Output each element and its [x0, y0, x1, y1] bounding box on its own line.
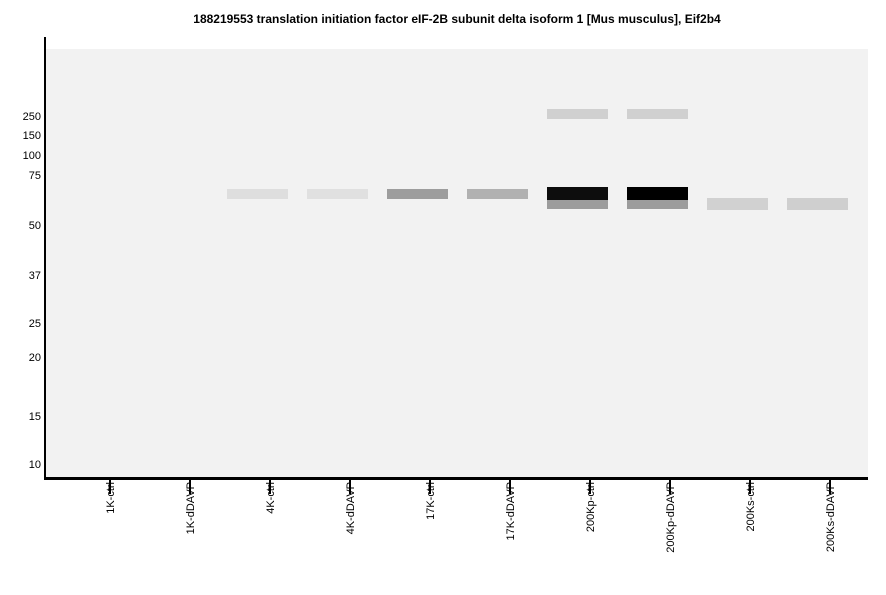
lane-tick-mark	[429, 480, 431, 494]
y-axis-line	[44, 37, 46, 480]
y-axis-tick-label: 100	[22, 150, 41, 162]
lane-label: 4K-dDAVP	[345, 482, 357, 535]
lane-tick-mark	[189, 480, 191, 494]
gel-band	[307, 189, 368, 199]
gel-band	[627, 200, 688, 209]
y-axis-tick-label: 75	[28, 170, 41, 182]
lane-label: 4K-ctrl	[265, 482, 277, 514]
gel-plot-area	[46, 49, 868, 477]
gel-band	[627, 109, 688, 119]
y-axis-tick-label: 25	[28, 318, 41, 330]
y-axis-tick-label: 50	[28, 220, 41, 232]
gel-band	[787, 198, 848, 210]
lane-label: 17K-dDAVP	[505, 482, 517, 541]
gel-band	[387, 189, 448, 199]
chart-title: 188219553 translation initiation factor …	[193, 12, 721, 26]
lane-tick-mark	[829, 480, 831, 494]
lane-tick-mark	[589, 480, 591, 494]
gel-band	[707, 198, 768, 210]
lane-label: 1K-dDAVP	[185, 482, 197, 535]
y-axis-tick-label: 37	[28, 270, 41, 282]
lane-tick-mark	[349, 480, 351, 494]
x-axis-line	[44, 477, 868, 480]
y-axis-tick-label: 250	[22, 111, 41, 123]
lane-tick-mark	[509, 480, 511, 494]
y-axis-tick-label: 150	[22, 130, 41, 142]
gel-band	[627, 187, 688, 200]
gel-band	[547, 200, 608, 209]
lane-label: 200Ks-ctrl	[745, 482, 757, 532]
lane-tick-mark	[669, 480, 671, 494]
lane-tick-mark	[269, 480, 271, 494]
lane-tick-mark	[109, 480, 111, 494]
lane-label: 200Ks-dDAVP	[825, 482, 837, 553]
gel-band	[547, 109, 608, 119]
lane-label: 200Kp-dDAVP	[665, 482, 677, 553]
gel-band	[547, 187, 608, 200]
y-axis-tick-label: 15	[28, 411, 41, 423]
lane-label: 1K-ctrl	[105, 482, 117, 514]
lane-label: 17K-ctrl	[425, 482, 437, 520]
y-axis-tick-label: 20	[28, 352, 41, 364]
lane-label: 200Kp-ctrl	[585, 482, 597, 533]
gel-band	[467, 189, 528, 199]
gel-band	[227, 189, 288, 199]
y-axis-tick-label: 10	[28, 459, 41, 471]
lane-tick-mark	[749, 480, 751, 494]
